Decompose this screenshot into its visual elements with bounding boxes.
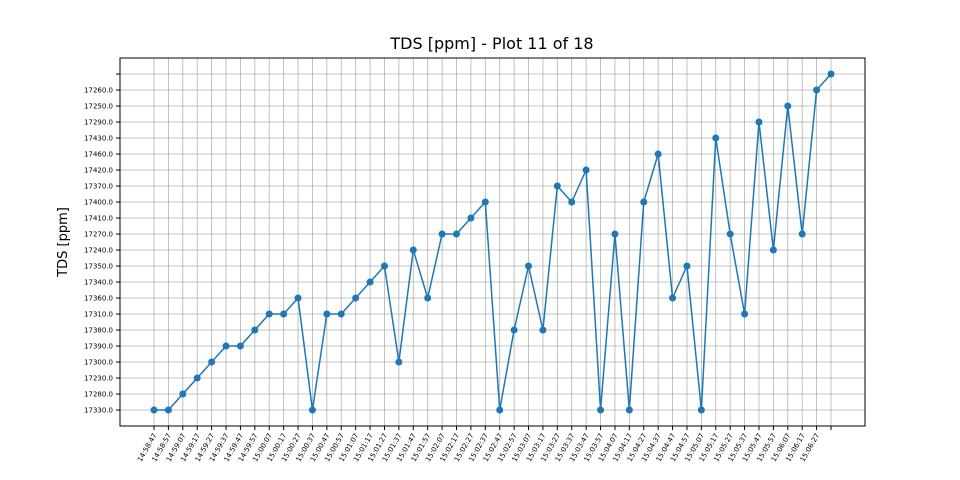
y-tick-label: 17340.0 bbox=[84, 279, 113, 287]
y-tick-label: 17460.0 bbox=[84, 151, 113, 159]
data-point bbox=[424, 294, 432, 302]
data-point bbox=[553, 182, 561, 190]
y-tick-label: 17370.0 bbox=[84, 183, 113, 191]
y-tick-label: 17430.0 bbox=[84, 135, 113, 143]
data-point bbox=[150, 406, 158, 414]
y-tick-label: 17410.0 bbox=[84, 215, 113, 223]
data-point bbox=[164, 406, 172, 414]
data-point bbox=[813, 86, 821, 94]
y-tick-label: 17290.0 bbox=[84, 119, 113, 127]
data-point bbox=[510, 326, 518, 334]
plot bbox=[150, 70, 835, 414]
data-point bbox=[539, 326, 547, 334]
y-tick-label: 17280.0 bbox=[84, 391, 113, 399]
data-point bbox=[496, 406, 504, 414]
data-point bbox=[294, 294, 302, 302]
data-point bbox=[323, 310, 331, 318]
data-point bbox=[769, 246, 777, 254]
y-tick-label: 17380.0 bbox=[84, 327, 113, 335]
y-tick-label: 17310.0 bbox=[84, 311, 113, 319]
y-tick-label: 17270.0 bbox=[84, 231, 113, 239]
data-point bbox=[611, 230, 619, 238]
y-tick-label: 17260.0 bbox=[84, 87, 113, 95]
data-point bbox=[467, 214, 475, 222]
data-point bbox=[409, 246, 417, 254]
chart-title: TDS [ppm] - Plot 11 of 18 bbox=[389, 34, 593, 53]
y-tick-label: 17420.0 bbox=[84, 167, 113, 175]
data-point bbox=[179, 390, 187, 398]
series-line bbox=[154, 73, 832, 411]
y-tick-label: 17250.0 bbox=[84, 103, 113, 111]
data-point bbox=[741, 310, 749, 318]
data-point bbox=[395, 358, 403, 366]
y-tick-label: 17240.0 bbox=[84, 247, 113, 255]
data-point bbox=[352, 294, 360, 302]
data-point bbox=[366, 278, 374, 286]
data-point bbox=[525, 262, 533, 270]
data-point bbox=[568, 198, 576, 206]
data-point bbox=[640, 198, 648, 206]
data-point bbox=[452, 230, 460, 238]
axes-frame bbox=[119, 57, 866, 427]
y-tick-label: 17300.0 bbox=[84, 359, 113, 367]
data-point bbox=[265, 310, 273, 318]
data-point bbox=[827, 70, 835, 78]
data-point bbox=[597, 406, 605, 414]
grid: 17330.0 17280.0 17230.0 17300.0 17390.0 17380… bbox=[84, 58, 865, 463]
data-point bbox=[669, 294, 677, 302]
data-point bbox=[337, 310, 345, 318]
data-point bbox=[208, 358, 216, 366]
data-point bbox=[784, 102, 792, 110]
data-point bbox=[193, 374, 201, 382]
data-point bbox=[726, 230, 734, 238]
data-point bbox=[582, 166, 590, 174]
y-tick-label: 17390.0 bbox=[84, 343, 113, 351]
data-point bbox=[251, 326, 259, 334]
y-tick-label: 17230.0 bbox=[84, 375, 113, 383]
data-point bbox=[380, 262, 388, 270]
data-point bbox=[308, 406, 316, 414]
data-point bbox=[798, 230, 806, 238]
y-tick-label: 17360.0 bbox=[84, 295, 113, 303]
data-point bbox=[222, 342, 230, 350]
data-point bbox=[438, 230, 446, 238]
data-point bbox=[654, 150, 662, 158]
data-point bbox=[625, 406, 633, 414]
data-point bbox=[712, 134, 720, 142]
data-point bbox=[755, 118, 763, 126]
data-point bbox=[236, 342, 244, 350]
y-tick-label: 17400.0 bbox=[84, 199, 113, 207]
y-tick-label: 17330.0 bbox=[84, 407, 113, 415]
data-point bbox=[481, 198, 489, 206]
data-point bbox=[683, 262, 691, 270]
y-axis-label: TDS [ppm] bbox=[56, 207, 71, 278]
y-tick-label: 17350.0 bbox=[84, 263, 113, 271]
data-point bbox=[280, 310, 288, 318]
data-point bbox=[697, 406, 705, 414]
